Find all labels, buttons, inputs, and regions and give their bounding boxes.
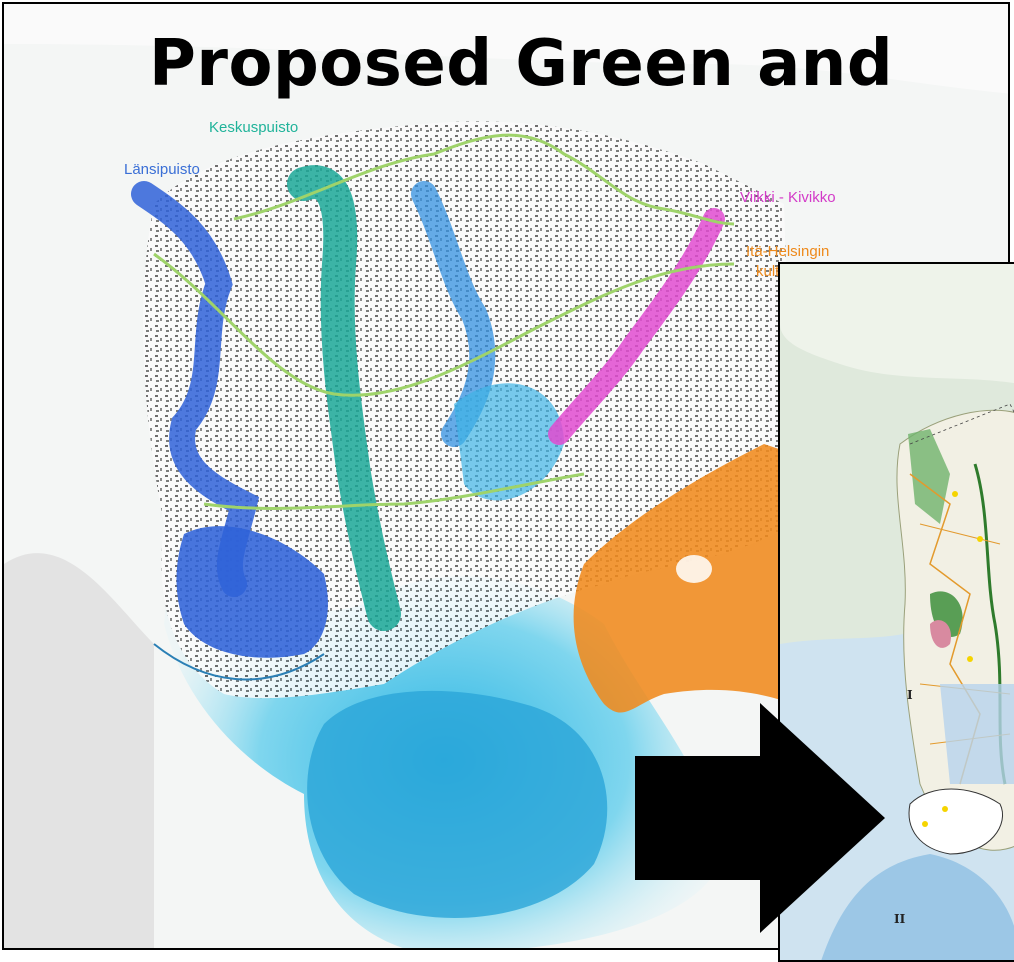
label-keskuspuisto: Keskuspuisto — [209, 119, 299, 136]
land-west — [4, 553, 154, 948]
helsinki-watercolor-map — [4, 4, 1008, 948]
shoreline — [153, 643, 325, 681]
viikki-corridor — [548, 208, 725, 445]
greenway-north — [233, 133, 735, 226]
page-title: Proposed Green and — [149, 27, 894, 101]
right-arrow-icon — [635, 703, 885, 933]
label-lansipuisto: Länsipuisto — [124, 161, 200, 178]
island — [676, 555, 712, 583]
lansipuisto-corridor — [131, 181, 260, 597]
inset-plan-map — [778, 262, 1014, 962]
label-kult: kult — [756, 263, 780, 280]
keskuspuisto-corridor — [287, 165, 401, 631]
inset-region-label-2: II — [894, 912, 906, 926]
label-viikki-kivikko: Viikki - Kivikko — [740, 189, 836, 206]
label-ita-helsinki: Itä-Helsingin — [746, 243, 830, 260]
lansipuisto-bay — [176, 526, 328, 658]
greenway-middle — [153, 252, 735, 397]
inset-region-label-1: I — [907, 688, 913, 702]
vanhankaupunginlahti — [454, 383, 564, 501]
greenway-south — [203, 472, 585, 510]
land-north — [4, 4, 1008, 94]
harbour-water — [307, 690, 608, 918]
